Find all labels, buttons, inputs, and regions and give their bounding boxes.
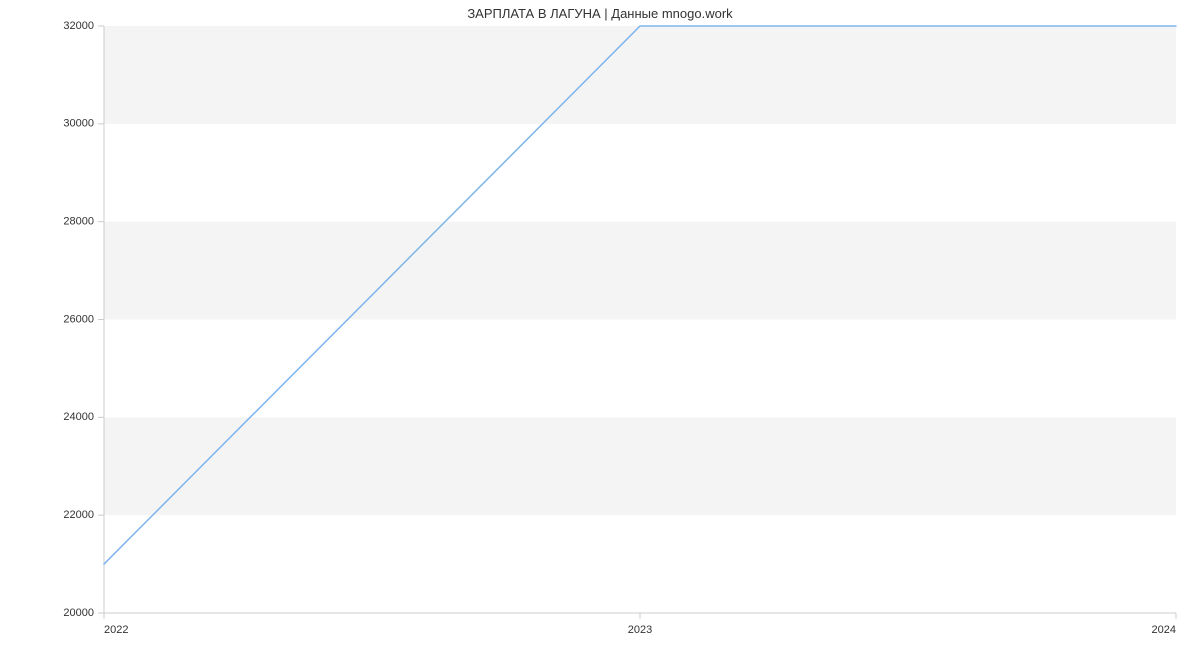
grid-band bbox=[104, 222, 1176, 320]
y-tick-label: 26000 bbox=[63, 313, 94, 325]
x-tick-label: 2023 bbox=[628, 624, 652, 636]
y-tick-label: 22000 bbox=[63, 509, 94, 521]
y-tick-label: 32000 bbox=[63, 20, 94, 32]
x-tick-label: 2022 bbox=[104, 624, 128, 636]
x-tick-label: 2024 bbox=[1152, 624, 1176, 636]
y-tick-label: 30000 bbox=[63, 118, 94, 130]
grid-band bbox=[104, 26, 1176, 124]
y-tick-label: 20000 bbox=[63, 607, 94, 619]
y-tick-label: 24000 bbox=[63, 411, 94, 423]
salary-line-chart: 20000 22000 24000 26000 28000 30000 32000 2022 2… bbox=[0, 0, 1200, 650]
grid-band bbox=[104, 417, 1176, 515]
chart-title: ЗАРПЛАТА В ЛАГУНА | Данные mnogo.work bbox=[0, 6, 1200, 21]
y-tick-label: 28000 bbox=[63, 216, 94, 228]
